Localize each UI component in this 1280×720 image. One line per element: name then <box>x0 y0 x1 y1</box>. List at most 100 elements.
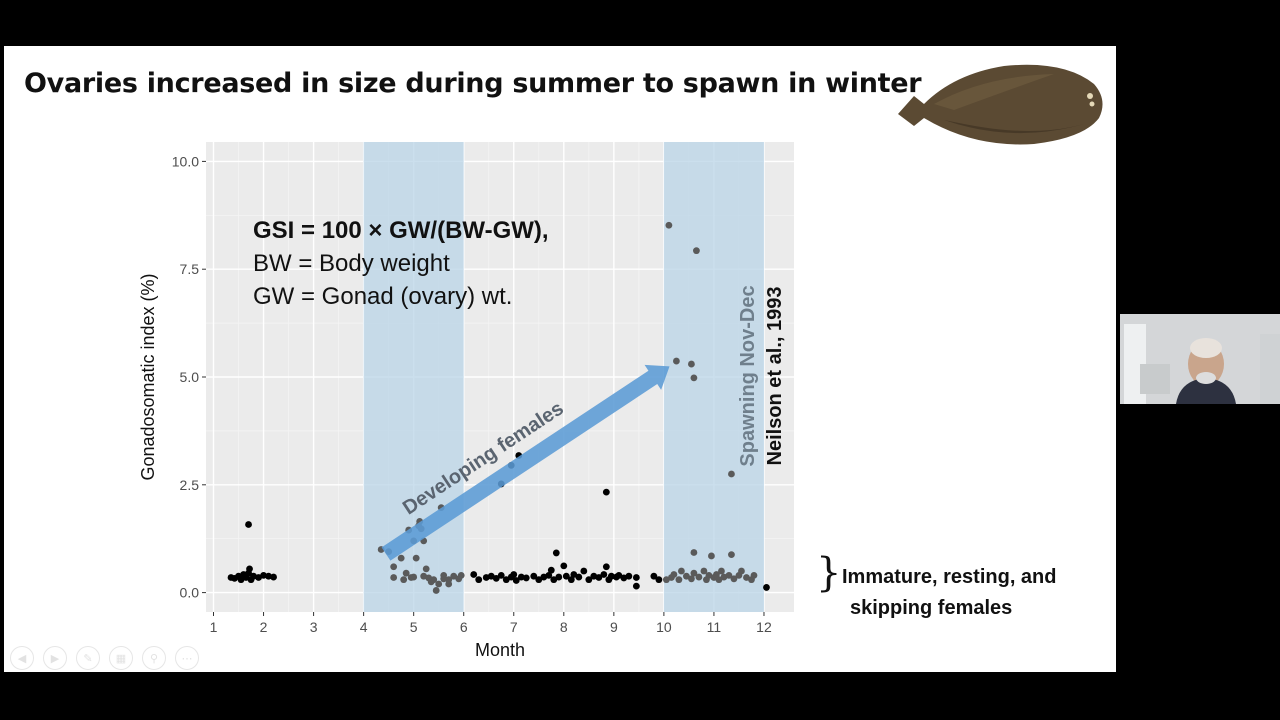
annotation-line-1: Immature, resting, and <box>842 566 1057 588</box>
data-point-grey <box>665 221 673 229</box>
data-point-grey <box>432 587 440 594</box>
data-point <box>567 576 575 584</box>
y-tick-label: 0.0 <box>180 585 200 601</box>
next-icon[interactable]: ▶ <box>43 646 67 670</box>
x-tick-label: 5 <box>410 619 418 635</box>
x-tick-label: 2 <box>260 619 268 635</box>
prev-icon[interactable]: ◀ <box>10 646 34 670</box>
x-tick-label: 10 <box>656 619 672 635</box>
data-point-grey <box>675 576 683 584</box>
data-point-grey <box>425 574 433 582</box>
data-point-grey <box>457 571 465 579</box>
webcam-video <box>1120 314 1280 404</box>
pen-icon[interactable]: ✎ <box>76 646 100 670</box>
x-tick-label: 4 <box>360 619 368 635</box>
data-point-grey <box>750 571 758 579</box>
data-point <box>763 584 770 591</box>
data-point <box>632 574 640 581</box>
data-point-grey <box>690 569 698 577</box>
presentation-toolbar: ◀ ▶ ✎ ▦ ⚲ ⋯ <box>10 646 199 670</box>
data-point <box>550 576 558 584</box>
data-point <box>547 566 555 574</box>
data-point <box>270 573 277 581</box>
data-point-grey <box>728 551 735 559</box>
data-point-grey <box>700 567 708 575</box>
data-point <box>512 577 520 584</box>
data-point <box>570 571 578 578</box>
data-point <box>517 573 525 581</box>
data-point-grey <box>390 563 398 571</box>
data-point <box>600 571 608 578</box>
more-icon[interactable]: ⋯ <box>175 646 199 670</box>
data-point-grey <box>673 357 680 365</box>
citation-label: Neilson et al., 1993 <box>764 287 786 466</box>
x-tick-label: 3 <box>310 619 318 635</box>
data-point-grey <box>715 576 723 584</box>
x-tick-label: 8 <box>560 619 568 635</box>
data-point-grey <box>435 580 443 588</box>
x-axis-label: Month <box>475 640 525 660</box>
data-point-grey <box>730 575 738 583</box>
data-point <box>632 582 640 590</box>
y-tick-label: 5.0 <box>180 369 200 385</box>
data-point-grey <box>688 575 695 583</box>
data-point <box>535 576 543 584</box>
data-point <box>625 572 633 580</box>
data-point <box>607 572 615 580</box>
y-tick-label: 2.5 <box>180 477 200 493</box>
data-point-grey <box>690 374 698 382</box>
data-point <box>555 573 563 581</box>
x-tick-label: 11 <box>707 619 722 635</box>
data-point <box>575 573 583 581</box>
data-point-grey <box>688 360 695 368</box>
x-tick-label: 1 <box>210 619 218 635</box>
data-point-grey <box>410 573 418 581</box>
y-axis-label: Gonadosomatic index (%) <box>138 273 158 480</box>
data-point <box>502 576 510 584</box>
data-point <box>497 571 505 579</box>
data-point <box>602 488 610 496</box>
data-point-grey <box>402 569 410 577</box>
formula-line-1: GSI = 100 × GW/(BW-GW), <box>253 217 549 244</box>
zoom-icon[interactable]: ⚲ <box>142 646 166 670</box>
formula-line-2: BW = Body weight <box>253 250 450 277</box>
data-point <box>650 572 658 580</box>
data-point-grey <box>738 567 745 575</box>
data-point <box>602 563 610 571</box>
data-point <box>510 571 518 578</box>
data-point-grey <box>450 572 458 580</box>
slide-title: Ovaries increased in size during summer … <box>24 68 922 99</box>
slides-icon[interactable]: ▦ <box>109 646 133 670</box>
data-point <box>265 572 272 580</box>
data-point-grey <box>690 549 698 556</box>
x-tick-label: 7 <box>510 619 518 635</box>
data-point <box>475 576 483 584</box>
data-point-grey <box>390 574 398 581</box>
formula-line-3: GW = Gonad (ovary) wt. <box>253 283 512 310</box>
data-point <box>595 574 603 581</box>
arrow-shape <box>381 364 670 561</box>
spawning-label: Spawning Nov-Dec <box>737 285 759 466</box>
immature-annotation: Immature, resting, and skipping females <box>842 562 1057 624</box>
data-point-grey <box>397 554 405 562</box>
data-point <box>560 562 568 570</box>
data-point <box>530 572 538 580</box>
data-point <box>545 571 553 579</box>
data-point-grey <box>683 572 690 580</box>
annotation-line-2: skipping females <box>850 597 1013 619</box>
data-point-grey <box>708 552 715 560</box>
x-tick-label: 6 <box>460 619 468 635</box>
data-point <box>585 576 593 584</box>
data-point <box>655 576 663 584</box>
data-point <box>245 521 252 528</box>
y-tick-label: 10.0 <box>172 153 199 169</box>
data-point <box>562 572 570 580</box>
data-point-grey <box>678 567 685 575</box>
data-point <box>552 549 560 557</box>
x-tick-label: 12 <box>756 619 772 635</box>
data-point-grey <box>695 573 703 581</box>
bracket-symbol: } <box>816 550 842 596</box>
data-point <box>615 571 623 579</box>
data-point <box>246 565 253 573</box>
x-tick-label: 9 <box>610 619 618 635</box>
